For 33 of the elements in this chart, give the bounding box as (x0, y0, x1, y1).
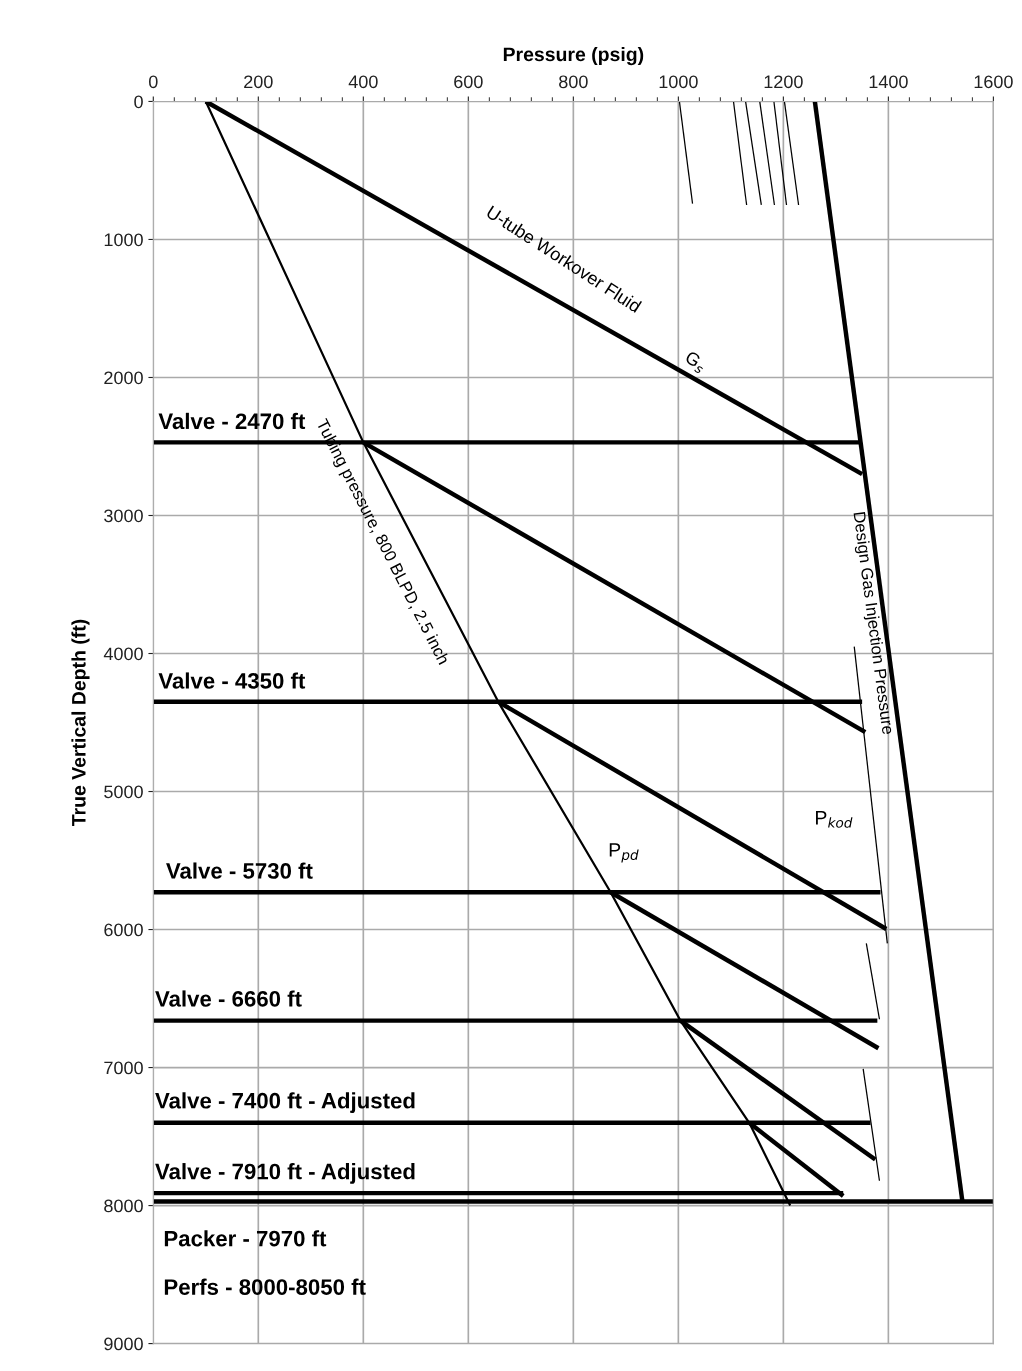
annotation: Valve - 7400 ft - Adjusted (155, 1092, 415, 1113)
y-tick-label: 2000 (104, 371, 143, 385)
annotation: Valve - 2470 ft (158, 412, 306, 430)
x-tick-label: 800 (559, 75, 588, 89)
y-tick-label: 3000 (104, 509, 143, 523)
x-tick-label: 200 (244, 75, 273, 89)
annotation: Design Gas Injection Pressure (850, 511, 895, 736)
y-tick-label: 1000 (104, 233, 143, 247)
y-tick-label: 7000 (104, 1061, 143, 1075)
x-tick-label: 1000 (659, 75, 698, 89)
x-tick-label: 400 (348, 75, 378, 89)
annotation: Valve - 6660 ft (155, 990, 302, 1007)
x-tick-label: 1200 (764, 75, 803, 89)
y-tick-label: 5000 (104, 785, 143, 799)
x-tick-label: 1600 (974, 75, 1013, 89)
y-tick-label: 4000 (103, 647, 143, 661)
annotation: Valve - 7910 ft - Adjusted (155, 1163, 415, 1184)
x-tick-label: 1400 (869, 75, 908, 89)
annotation: P$_{kod}$ (816, 811, 853, 828)
x-tick-label: 0 (148, 75, 158, 89)
annotation: Perfs - 8000-8050 ft (164, 1278, 366, 1295)
y-axis-title: True Vertical Depth (ft) (71, 619, 90, 827)
annotation: Packer - 7970 ft (164, 1230, 327, 1247)
x-axis-title: Pressure (psig) (503, 46, 644, 66)
y-tick-label: 0 (134, 95, 143, 109)
annotation: P$_{pd}$ (609, 843, 639, 863)
annotation: Valve - 4350 ft (158, 672, 306, 689)
y-tick-label: 9000 (104, 1337, 143, 1351)
y-tick-label: 6000 (104, 923, 143, 937)
y-tick-label: 8000 (104, 1199, 143, 1213)
x-tick-label: 600 (454, 75, 483, 89)
annotation: G$_{s}$ (682, 350, 708, 375)
annotation: Valve - 5730 ft (166, 862, 313, 879)
